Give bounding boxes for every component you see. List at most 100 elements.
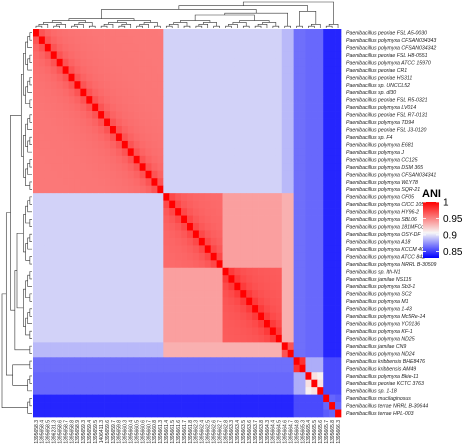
- heatmap-cell: [258, 200, 265, 209]
- heatmap-cell: [264, 126, 271, 134]
- heatmap-cell: [317, 230, 324, 239]
- heatmap-cell: [204, 88, 212, 97]
- heatmap-cell: [80, 305, 87, 313]
- heatmap-cell: [323, 290, 330, 298]
- heatmap-cell: [121, 215, 129, 224]
- heatmap-cell: [323, 111, 330, 119]
- heatmap-cell: [305, 163, 312, 172]
- heatmap-cell: [151, 334, 158, 343]
- heatmap-cell: [311, 170, 318, 179]
- row-label: Paenibacillus polymyxa KCCM 40454: [346, 247, 433, 253]
- heatmap-cell: [198, 178, 206, 187]
- heatmap-cell: [228, 402, 235, 410]
- heatmap-cell: [104, 409, 111, 418]
- heatmap-cell: [115, 170, 123, 179]
- heatmap-cell: [222, 118, 229, 127]
- heatmap-cell: [187, 245, 194, 254]
- heatmap-cell: [311, 29, 318, 37]
- heatmap-cell: [56, 178, 63, 187]
- heatmap-cell: [234, 409, 241, 418]
- heatmap-cell: [98, 163, 105, 172]
- heatmap-cell: [275, 29, 283, 37]
- heatmap-cell: [181, 357, 188, 366]
- heatmap-cell: [210, 230, 217, 239]
- heatmap-cell: [246, 223, 253, 231]
- heatmap-cell: [121, 349, 129, 358]
- dendrogram-branch: [29, 360, 32, 369]
- heatmap-cell: [240, 237, 247, 246]
- heatmap-cell: [287, 155, 294, 164]
- heatmap-cell: [198, 237, 206, 246]
- heatmap-cell: [198, 290, 206, 298]
- heatmap-cell: [269, 237, 277, 246]
- heatmap-cell: [216, 409, 223, 418]
- heatmap-cell: [192, 320, 200, 328]
- heatmap-cell: [198, 208, 206, 216]
- heatmap-cell: [50, 357, 58, 366]
- heatmap-cell: [163, 387, 170, 395]
- heatmap-cell: [204, 394, 212, 403]
- heatmap-cell: [287, 372, 294, 381]
- heatmap-cell: [264, 58, 271, 67]
- heatmap-cell: [329, 103, 336, 112]
- row-label: Paenibacillus polymyxa TD94: [346, 120, 414, 126]
- heatmap-cell: [62, 379, 69, 388]
- heatmap-cell: [86, 73, 93, 82]
- heatmap-cell: [38, 148, 46, 157]
- heatmap-cell: [110, 252, 117, 261]
- heatmap-cell: [92, 267, 99, 276]
- heatmap-cell: [287, 312, 294, 321]
- row-label: Paenibacillus polymyxa Bkie-11: [346, 374, 419, 380]
- heatmap-cell: [115, 402, 123, 410]
- heatmap-cell: [281, 275, 289, 284]
- heatmap-cell: [335, 58, 342, 67]
- heatmap-cell: [50, 103, 58, 112]
- heatmap-cell: [115, 379, 123, 388]
- heatmap-cell: [246, 111, 253, 119]
- heatmap-cell: [192, 334, 200, 343]
- heatmap-cell: [169, 133, 176, 142]
- heatmap-cell: [252, 215, 259, 224]
- heatmap-cell: [139, 252, 146, 261]
- heatmap-cell: [305, 342, 312, 351]
- heatmap-cell: [62, 282, 69, 291]
- heatmap-cell: [92, 36, 99, 45]
- heatmap-cell: [157, 66, 164, 75]
- heatmap-cell: [68, 282, 75, 291]
- heatmap-cell: [228, 305, 235, 313]
- heatmap-cell: [269, 36, 277, 45]
- heatmap-cell: [151, 43, 158, 52]
- heatmap-cell: [258, 73, 265, 82]
- heatmap-cell: [187, 402, 194, 410]
- heatmap-cell: [234, 394, 241, 403]
- heatmap-cell: [139, 178, 146, 187]
- column-label: 1395665.4: [306, 420, 312, 444]
- heatmap-cell: [145, 208, 152, 216]
- heatmap-cell: [240, 51, 247, 60]
- heatmap-cell: [228, 252, 235, 261]
- heatmap-cell: [157, 267, 164, 276]
- heatmap-cell: [246, 148, 253, 157]
- heatmap-cell: [104, 252, 111, 261]
- heatmap-cell: [33, 379, 40, 388]
- heatmap-cell: [281, 133, 289, 142]
- heatmap-cell: [246, 230, 253, 239]
- heatmap-cell: [293, 409, 300, 418]
- heatmap-cell: [145, 297, 152, 306]
- heatmap-cell: [38, 320, 46, 328]
- heatmap-cell: [44, 140, 52, 149]
- heatmap-cell: [80, 372, 87, 381]
- heatmap-cell: [145, 230, 152, 239]
- heatmap-cell: [198, 81, 206, 90]
- heatmap-cell: [92, 223, 99, 231]
- heatmap-cell: [50, 379, 58, 388]
- heatmap-cell: [38, 88, 46, 97]
- heatmap-cell: [210, 200, 217, 209]
- heatmap-cell: [335, 275, 342, 284]
- heatmap-cell: [323, 140, 330, 149]
- heatmap-cell: [281, 96, 289, 104]
- heatmap-cell: [127, 215, 135, 224]
- heatmap-cell: [329, 394, 336, 403]
- dendrogram-branch: [68, 18, 135, 21]
- heatmap-cell: [181, 200, 188, 209]
